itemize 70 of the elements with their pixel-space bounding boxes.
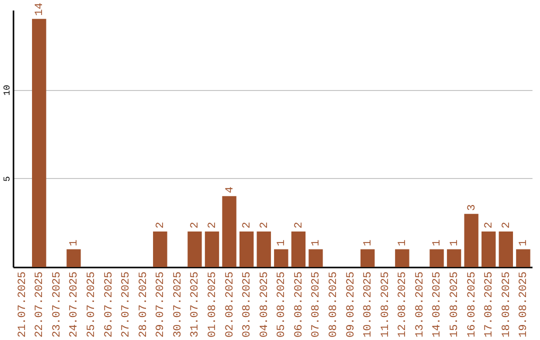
x-tick-label: 29.07.2025 [155, 272, 168, 338]
x-tick-label: 22.07.2025 [34, 272, 46, 338]
bar [274, 249, 288, 267]
bar [66, 249, 81, 267]
data-label: 2 [484, 222, 496, 229]
bar [516, 249, 530, 267]
x-tick-label: 14.08.2025 [432, 272, 444, 338]
data-label: 3 [466, 204, 478, 211]
data-label: 2 [155, 222, 168, 229]
bar [395, 249, 410, 267]
x-tick-label: 06.08.2025 [293, 272, 306, 338]
x-tick-label: 09.08.2025 [345, 272, 358, 338]
x-tick-label: 11.08.2025 [380, 272, 392, 338]
x-tick-label: 31.07.2025 [190, 272, 202, 338]
y-tick-label: 10 [2, 84, 12, 96]
x-tick-label: 23.07.2025 [51, 272, 64, 338]
data-label: 1 [518, 239, 530, 246]
bar [446, 249, 462, 267]
x-tick-label: 07.08.2025 [310, 272, 323, 338]
data-label: 1 [362, 239, 375, 246]
y-tick-label: 5 [2, 176, 12, 182]
x-tick-label: 30.07.2025 [172, 272, 184, 338]
data-label: 4 [224, 186, 236, 194]
data-label: 1 [68, 239, 81, 246]
data-label: 14 [34, 2, 46, 16]
bar [204, 232, 220, 267]
x-tick-label: 15.08.2025 [449, 272, 462, 338]
bar [32, 18, 46, 267]
data-label: 1 [432, 239, 444, 246]
x-tick-label: 28.07.2025 [138, 272, 150, 338]
bar [153, 232, 168, 267]
bar [291, 232, 306, 267]
data-label: 2 [258, 222, 271, 229]
x-tick-label: 24.07.2025 [68, 272, 81, 338]
x-tick-label: 12.08.2025 [397, 272, 410, 338]
bar [482, 232, 496, 267]
x-tick-label: 19.08.2025 [518, 272, 530, 338]
data-label: 2 [500, 222, 513, 229]
data-label: 2 [190, 222, 202, 229]
x-tick-label: 17.08.2025 [484, 272, 496, 338]
data-label: 2 [242, 222, 254, 229]
x-tick-label: 08.08.2025 [328, 272, 340, 338]
x-tick-label: 25.07.2025 [86, 272, 98, 338]
data-label: 1 [397, 239, 410, 246]
bar [222, 196, 236, 267]
x-tick-label: 27.07.2025 [120, 272, 133, 338]
bar [308, 249, 323, 267]
x-tick-label: 02.08.2025 [224, 272, 236, 338]
x-tick-label: 01.08.2025 [206, 272, 219, 338]
x-tick-label: 16.08.2025 [466, 272, 478, 338]
x-tick-label: 18.08.2025 [500, 272, 513, 338]
x-tick-label: 26.07.2025 [103, 272, 116, 338]
x-tick-label: 10.08.2025 [362, 272, 375, 338]
data-label: 1 [310, 239, 323, 246]
bar [360, 249, 375, 267]
data-label: 2 [206, 222, 219, 229]
bar [239, 232, 254, 267]
x-tick-label: 05.08.2025 [276, 272, 288, 338]
x-tick-label: 21.07.2025 [16, 272, 29, 338]
data-label: 1 [276, 239, 288, 246]
bar [498, 232, 513, 267]
x-tick-label: 13.08.2025 [414, 272, 426, 338]
data-label: 1 [449, 239, 462, 246]
x-tick-label: 04.08.2025 [258, 272, 271, 338]
bar [464, 214, 478, 267]
data-label: 2 [293, 222, 306, 229]
x-tick-label: 03.08.2025 [242, 272, 254, 338]
bar [256, 232, 271, 267]
bar [188, 232, 202, 267]
bar [430, 249, 444, 267]
